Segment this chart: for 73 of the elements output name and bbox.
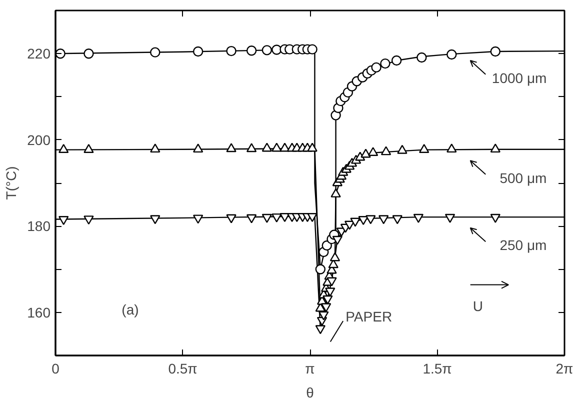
x-tick-label: π — [305, 360, 316, 376]
point — [322, 295, 333, 304]
point — [246, 143, 257, 152]
point — [58, 144, 69, 153]
point — [192, 214, 204, 224]
point — [226, 214, 236, 224]
point — [366, 215, 376, 224]
y-axis-title: T(°C) — [3, 166, 20, 200]
y-tick-label: 200 — [27, 132, 51, 148]
point — [325, 288, 336, 297]
point — [446, 144, 457, 153]
point — [446, 49, 457, 60]
point — [307, 44, 318, 54]
point — [326, 277, 337, 286]
point — [84, 48, 94, 59]
annotation: 250 μm — [500, 237, 547, 254]
x-tick-label: 0 — [52, 360, 60, 376]
point — [332, 236, 343, 245]
y-tick-label: 180 — [27, 218, 51, 234]
y-tick-label: 220 — [27, 46, 51, 62]
point — [358, 216, 368, 226]
point — [262, 142, 272, 152]
point — [320, 303, 332, 312]
annotation: (a) — [122, 302, 139, 318]
point — [307, 142, 318, 152]
point — [380, 146, 392, 156]
x-axis-title: θ — [306, 384, 314, 400]
point — [246, 46, 257, 56]
point — [192, 46, 204, 57]
annotation: 500 μm — [500, 170, 547, 186]
point — [307, 213, 318, 222]
point — [391, 55, 402, 66]
point — [150, 144, 160, 153]
annotation: U — [472, 298, 484, 314]
point — [380, 58, 390, 69]
point — [413, 214, 424, 223]
point — [378, 215, 389, 224]
point — [490, 144, 500, 153]
point — [350, 218, 360, 227]
x-tick-label: 0.5π — [168, 360, 198, 376]
point — [150, 215, 160, 224]
point — [262, 214, 272, 223]
x-tick-label: 2π — [556, 360, 574, 376]
point — [416, 52, 427, 63]
point — [192, 144, 204, 153]
point — [490, 214, 500, 223]
annotation: 1000 μm — [492, 70, 547, 86]
point — [360, 148, 371, 158]
point — [490, 46, 500, 57]
point — [315, 325, 326, 334]
point — [226, 46, 236, 56]
y-tick-label: 160 — [27, 304, 51, 320]
x-tick-label: 1.5π — [422, 360, 452, 376]
point — [397, 144, 408, 154]
point — [280, 213, 290, 222]
point — [315, 264, 326, 274]
point — [392, 215, 402, 224]
point — [272, 213, 282, 222]
annotation: PAPER — [346, 308, 392, 324]
point — [368, 147, 378, 156]
point — [444, 214, 456, 223]
point — [150, 47, 160, 58]
point — [371, 62, 382, 73]
point — [418, 144, 430, 153]
point — [318, 311, 329, 320]
point — [84, 216, 94, 225]
point — [226, 143, 236, 152]
point — [354, 152, 366, 161]
point — [272, 142, 282, 152]
point — [84, 144, 94, 153]
point — [262, 45, 272, 56]
point — [58, 216, 69, 226]
point — [246, 214, 257, 224]
